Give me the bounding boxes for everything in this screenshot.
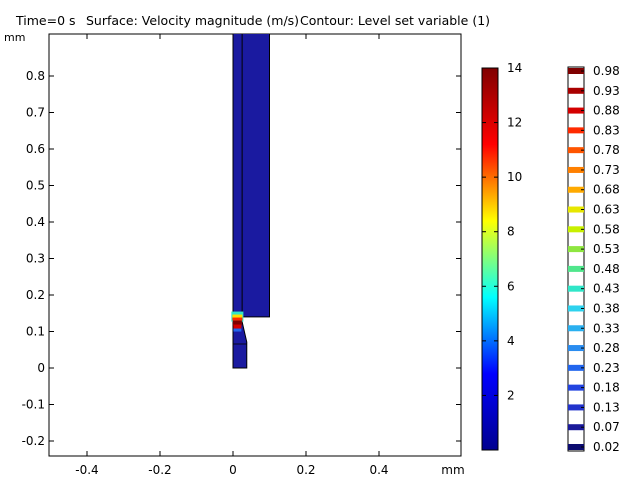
surface-colorbar-bar <box>481 67 499 451</box>
y-unit-label: mm <box>4 31 25 44</box>
hotspot-band <box>232 314 243 319</box>
surface-title: Surface: Velocity magnitude (m/s) <box>86 13 300 28</box>
contour-colorbar-label: 0.43 <box>593 282 620 296</box>
surface-colorbar-label: 4 <box>507 334 515 348</box>
surface-colorbar-label: 10 <box>507 170 522 184</box>
x-tick-label: 0 <box>229 463 237 477</box>
contour-level-swatch <box>568 424 584 431</box>
y-tick-label: 0.5 <box>26 179 45 193</box>
contour-level-swatch <box>568 305 584 312</box>
contour-colorbar-label: 0.93 <box>593 84 620 98</box>
plot-title-bar: Time=0 s Surface: Velocity magnitude (m/… <box>0 0 640 34</box>
x-tick-label: 0.2 <box>296 463 315 477</box>
contour-colorbar-label: 0.58 <box>593 222 620 236</box>
contour-colorbar-label: 0.28 <box>593 341 620 355</box>
x-tick-label: 0.4 <box>369 463 388 477</box>
x-unit-label: mm <box>441 463 464 477</box>
hotspot-band <box>232 317 243 321</box>
y-tick-label: -0.1 <box>22 398 45 412</box>
surface-colorbar-label: 8 <box>507 225 515 239</box>
contour-level-swatch <box>568 404 584 411</box>
x-tick-label: -0.4 <box>75 463 98 477</box>
contour-colorbar-label: 0.68 <box>593 183 620 197</box>
contour-level-swatch <box>568 107 584 114</box>
contour-colorbar-label: 0.98 <box>593 64 620 78</box>
contour-colorbar-label: 0.73 <box>593 163 620 177</box>
surface-colorbar-label: 6 <box>507 279 515 293</box>
y-tick-label: 0.8 <box>26 69 45 83</box>
contour-colorbar-label: 0.02 <box>593 440 620 454</box>
contour-level-swatch <box>568 364 584 371</box>
hotspot-band <box>232 320 242 326</box>
time-label: Time=0 s <box>16 13 76 28</box>
y-tick-label: 0 <box>37 361 45 375</box>
contour-colorbar-bar <box>567 66 585 452</box>
surface-colorbar-label: 2 <box>507 388 515 402</box>
contour-colorbar-label: 0.07 <box>593 420 620 434</box>
surface-colorbar-label: 14 <box>507 61 522 75</box>
upper-channel <box>232 34 270 318</box>
contour-colorbar-label: 0.18 <box>593 381 620 395</box>
y-tick-label: -0.2 <box>22 434 45 448</box>
contour-level-swatch <box>568 206 584 213</box>
surface-colorbar: 2 4 6 8 10 12 14 <box>481 61 522 451</box>
hotspot-band <box>233 328 242 332</box>
contour-level-swatch <box>568 226 584 233</box>
contour-level-swatch <box>568 87 584 94</box>
contour-level-swatch <box>568 285 584 292</box>
contour-level-swatch <box>568 384 584 391</box>
contour-level-swatch <box>568 127 584 134</box>
contour-colorbar-label: 0.78 <box>593 143 620 157</box>
contour-level-swatch <box>568 444 584 450</box>
contour-colorbar: 0.98 0.93 0.88 0.83 0.78 0.73 0.68 0.63 0.58 0.53… <box>567 64 620 454</box>
y-tick-label: 0.6 <box>26 142 45 156</box>
contour-colorbar-label: 0.33 <box>593 321 620 335</box>
contour-colorbar-label: 0.83 <box>593 123 620 137</box>
y-tick-label: 0.1 <box>26 325 45 339</box>
contour-colorbar-label: 0.23 <box>593 361 620 375</box>
contour-colorbar-label: 0.38 <box>593 301 620 315</box>
y-tick-label: 0.3 <box>26 252 45 266</box>
contour-level-swatch <box>568 186 584 193</box>
contour-colorbar-label: 0.13 <box>593 400 620 414</box>
contour-level-swatch <box>568 265 584 272</box>
contour-level-swatch <box>568 68 584 74</box>
y-tick-label: 0.2 <box>26 288 45 302</box>
contour-level-swatch <box>568 246 584 253</box>
plot-area <box>48 33 462 457</box>
y-axis: -0.2 -0.1 0 0.1 0.2 0.3 0.4 0.5 0.6 0.7 0.8 mm <box>4 31 461 448</box>
contour-colorbar-label: 0.48 <box>593 262 620 276</box>
contour-level-swatch <box>568 325 584 332</box>
contour-colorbar-label: 0.53 <box>593 242 620 256</box>
contour-level-swatch <box>568 147 584 154</box>
y-tick-label: 0.4 <box>26 215 45 229</box>
surface-colorbar-label: 12 <box>507 116 522 130</box>
hotspot-band <box>233 324 242 329</box>
contour-level-swatch <box>568 345 584 352</box>
y-tick-label: 0.7 <box>26 106 45 120</box>
domain-geometry <box>231 34 270 369</box>
contour-colorbar-label: 0.63 <box>593 203 620 217</box>
x-tick-label: -0.2 <box>148 463 171 477</box>
contour-title: Contour: Level set variable (1) <box>300 13 491 28</box>
x-axis: -0.4 -0.2 0 0.2 0.4 mm <box>75 34 465 477</box>
contour-colorbar-label: 0.88 <box>593 104 620 118</box>
contour-level-swatch <box>568 166 584 173</box>
